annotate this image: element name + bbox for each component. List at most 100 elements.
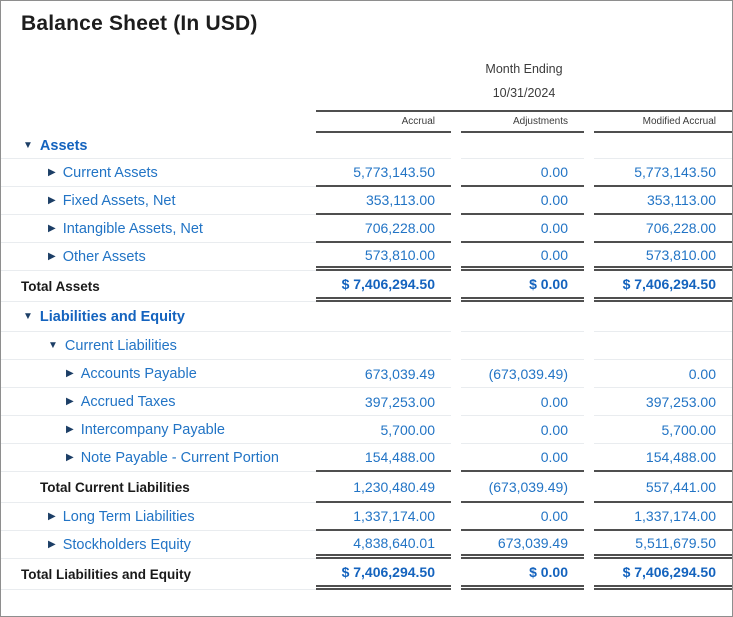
- row-fixed-assets-net: ▶ Fixed Assets, Net 353,113.00 0.00 353,113.…: [1, 187, 732, 215]
- row-label[interactable]: ▼ Assets: [1, 133, 316, 159]
- value-cell-accrual: 1,337,174.00: [316, 503, 451, 531]
- column-header-row: Accrual Adjustments Modified Accrual: [1, 112, 732, 133]
- value-cell-accrual: 573,810.00: [316, 243, 451, 271]
- label-column-spacer: [1, 112, 316, 133]
- row-label[interactable]: ▶ Other Assets: [1, 243, 316, 271]
- expand-icon[interactable]: ▶: [66, 395, 74, 407]
- header-top-rule: [316, 110, 732, 112]
- value-cell-modified-accrual: 1,337,174.00: [594, 503, 732, 531]
- expand-icon[interactable]: ▶: [48, 166, 56, 178]
- row-label: Total Current Liabilities: [1, 472, 316, 503]
- row-label-text: Long Term Liabilities: [62, 508, 195, 525]
- value-cell-accrual: 5,700.00: [316, 416, 451, 444]
- column-header-modified-accrual: Modified Accrual: [594, 112, 732, 133]
- value-cell-adjustments: $ 0.00: [461, 271, 584, 302]
- column-header-adjustments: Adjustments: [461, 112, 584, 133]
- row-label[interactable]: ▼ Current Liabilities: [1, 332, 316, 360]
- period-label: Month Ending: [485, 62, 563, 76]
- row-accounts-payable: ▶ Accounts Payable 673,039.49 (673,039.49) 0…: [1, 360, 732, 388]
- collapse-icon[interactable]: ▼: [23, 139, 33, 151]
- row-label-text: Current Assets: [62, 164, 158, 181]
- value-cell-adjustments: 0.00: [461, 444, 584, 472]
- value-cell-modified-accrual: 5,773,143.50: [594, 159, 732, 187]
- row-label-text: Other Assets: [62, 248, 146, 265]
- report-table: Month Ending 10/31/2024 Accrual Adjustme…: [1, 57, 732, 590]
- value-cell-adjustments: (673,039.49): [461, 360, 584, 388]
- value-cell-modified-accrual: [594, 133, 732, 159]
- row-label-text: Total Liabilities and Equity: [21, 566, 192, 582]
- row-stockholders-equity: ▶ Stockholders Equity 4,838,640.01 673,039.…: [1, 531, 732, 559]
- expand-icon[interactable]: ▶: [48, 194, 56, 206]
- value-cell-adjustments: 0.00: [461, 187, 584, 215]
- value-cell-modified-accrual: 353,113.00: [594, 187, 732, 215]
- row-label-text: Note Payable - Current Portion: [80, 449, 279, 466]
- row-long-term-liabilities: ▶ Long Term Liabilities 1,337,174.00 0.00 1,…: [1, 503, 732, 531]
- row-total-liabilities-and-equity: Total Liabilities and Equity $ 7,406,294.…: [1, 559, 732, 590]
- expand-icon[interactable]: ▶: [66, 451, 74, 463]
- row-accrued-taxes: ▶ Accrued Taxes 397,253.00 0.00 397,253.00: [1, 388, 732, 416]
- expand-icon[interactable]: ▶: [66, 423, 74, 435]
- row-label[interactable]: ▼ Liabilities and Equity: [1, 302, 316, 332]
- row-label[interactable]: ▶ Long Term Liabilities: [1, 503, 316, 531]
- expand-icon[interactable]: ▶: [48, 250, 56, 262]
- row-note-payable-current-portion: ▶ Note Payable - Current Portion 154,488.0…: [1, 444, 732, 472]
- row-label-text: Stockholders Equity: [62, 536, 191, 553]
- row-label-text: Liabilities and Equity: [39, 308, 185, 325]
- row-current-assets: ▶ Current Assets 5,773,143.50 0.00 5,773,143…: [1, 159, 732, 187]
- row-label-text: Accounts Payable: [80, 365, 197, 382]
- expand-icon[interactable]: ▶: [48, 538, 56, 550]
- row-label-text: Accrued Taxes: [80, 393, 176, 410]
- value-cell-modified-accrual: 5,511,679.50: [594, 531, 732, 559]
- value-cell-modified-accrual: 706,228.00: [594, 215, 732, 243]
- value-cell-accrual: [316, 332, 451, 360]
- row-label: Total Assets: [1, 271, 316, 302]
- report-rows: ▼ Assets ▶ Current Assets 5,773,143.50 0.00 5,…: [1, 133, 732, 590]
- row-current-liabilities: ▼ Current Liabilities: [1, 332, 732, 360]
- value-cell-adjustments: 0.00: [461, 388, 584, 416]
- value-cell-modified-accrual: 557,441.00: [594, 472, 732, 503]
- collapse-icon[interactable]: ▼: [23, 310, 33, 322]
- row-label-text: Intangible Assets, Net: [62, 220, 203, 237]
- value-cell-adjustments: 673,039.49: [461, 531, 584, 559]
- row-label[interactable]: ▶ Accrued Taxes: [1, 388, 316, 416]
- row-label[interactable]: ▶ Intercompany Payable: [1, 416, 316, 444]
- row-label: Total Liabilities and Equity: [1, 559, 316, 590]
- row-label[interactable]: ▶ Accounts Payable: [1, 360, 316, 388]
- row-intercompany-payable: ▶ Intercompany Payable 5,700.00 0.00 5,700.0…: [1, 416, 732, 444]
- value-cell-accrual: 397,253.00: [316, 388, 451, 416]
- row-total-current-liabilities: Total Current Liabilities 1,230,480.49 (67…: [1, 472, 732, 503]
- row-label[interactable]: ▶ Fixed Assets, Net: [1, 187, 316, 215]
- value-cell-adjustments: 0.00: [461, 416, 584, 444]
- value-cell-accrual: $ 7,406,294.50: [316, 271, 451, 302]
- value-cell-modified-accrual: $ 7,406,294.50: [594, 559, 732, 590]
- value-cell-modified-accrual: [594, 302, 732, 332]
- value-cell-modified-accrual: 5,700.00: [594, 416, 732, 444]
- value-cell-modified-accrual: 0.00: [594, 360, 732, 388]
- column-header-accrual: Accrual: [316, 112, 451, 133]
- value-cell-adjustments: 0.00: [461, 503, 584, 531]
- row-total-assets: Total Assets $ 7,406,294.50 $ 0.00 $ 7,406,…: [1, 271, 732, 302]
- row-other-assets: ▶ Other Assets 573,810.00 0.00 573,810.00: [1, 243, 732, 271]
- collapse-icon[interactable]: ▼: [48, 339, 58, 351]
- row-intangible-assets-net: ▶ Intangible Assets, Net 706,228.00 0.00 706…: [1, 215, 732, 243]
- row-label-text: Total Current Liabilities: [40, 479, 190, 495]
- value-cell-accrual: [316, 302, 451, 332]
- value-cell-modified-accrual: 397,253.00: [594, 388, 732, 416]
- value-cell-accrual: $ 7,406,294.50: [316, 559, 451, 590]
- value-cell-adjustments: [461, 332, 584, 360]
- row-label-text: Current Liabilities: [64, 337, 177, 354]
- expand-icon[interactable]: ▶: [48, 510, 56, 522]
- row-assets: ▼ Assets: [1, 133, 732, 159]
- expand-icon[interactable]: ▶: [48, 222, 56, 234]
- value-cell-modified-accrual: 154,488.00: [594, 444, 732, 472]
- row-label[interactable]: ▶ Stockholders Equity: [1, 531, 316, 559]
- value-cell-accrual: 673,039.49: [316, 360, 451, 388]
- value-cell-modified-accrual: [594, 332, 732, 360]
- period-date: 10/31/2024: [492, 86, 556, 100]
- value-cell-accrual: 4,838,640.01: [316, 531, 451, 559]
- row-label[interactable]: ▶ Current Assets: [1, 159, 316, 187]
- row-label-text: Total Assets: [21, 278, 100, 294]
- row-label[interactable]: ▶ Intangible Assets, Net: [1, 215, 316, 243]
- expand-icon[interactable]: ▶: [66, 367, 74, 379]
- row-label[interactable]: ▶ Note Payable - Current Portion: [1, 444, 316, 472]
